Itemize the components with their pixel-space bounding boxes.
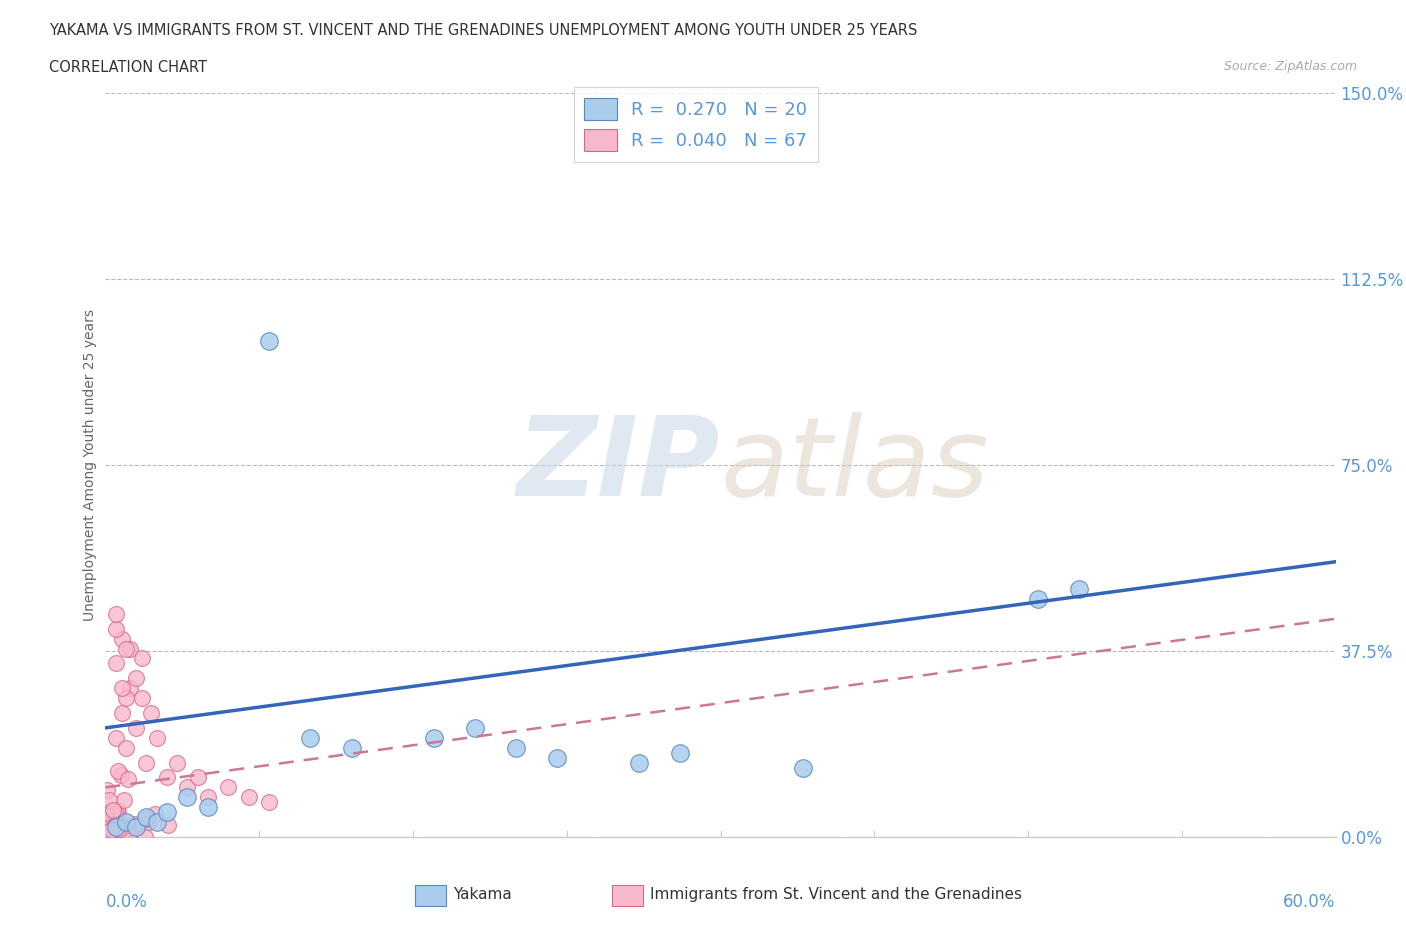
Point xyxy=(166,755,188,770)
Point xyxy=(103,810,125,825)
Point xyxy=(197,790,219,804)
Point xyxy=(125,819,148,834)
Point xyxy=(340,740,363,755)
Point xyxy=(98,829,121,844)
Point xyxy=(96,817,118,832)
Point xyxy=(197,800,219,815)
Point xyxy=(104,606,127,621)
Point xyxy=(101,822,124,837)
Point xyxy=(110,768,132,783)
Point xyxy=(668,745,690,760)
Point xyxy=(118,827,141,842)
Point xyxy=(100,822,122,837)
Point xyxy=(1069,581,1091,596)
Point xyxy=(111,631,134,646)
Point xyxy=(107,822,129,837)
Point xyxy=(299,730,322,745)
Point xyxy=(104,817,127,831)
Point xyxy=(120,821,142,836)
Point xyxy=(134,830,156,844)
Point xyxy=(134,812,156,827)
Point xyxy=(125,671,148,685)
Point xyxy=(115,820,138,835)
Point xyxy=(145,730,167,745)
Point xyxy=(104,808,127,823)
Point xyxy=(115,641,138,656)
Text: Immigrants from St. Vincent and the Grenadines: Immigrants from St. Vincent and the Gren… xyxy=(650,887,1022,902)
Point xyxy=(105,819,128,834)
Point xyxy=(117,772,139,787)
Point xyxy=(97,824,120,839)
Point xyxy=(125,721,148,736)
Point xyxy=(218,780,240,795)
Point xyxy=(259,795,281,810)
Point xyxy=(546,751,568,765)
Point xyxy=(105,817,128,832)
Point xyxy=(104,730,127,745)
Text: 0.0%: 0.0% xyxy=(105,893,148,910)
Point xyxy=(112,792,135,807)
Text: CORRELATION CHART: CORRELATION CHART xyxy=(49,60,207,75)
Text: 60.0%: 60.0% xyxy=(1284,893,1336,910)
Point xyxy=(259,334,281,349)
Point xyxy=(135,755,157,770)
Point xyxy=(94,806,117,821)
Point xyxy=(111,706,134,721)
Point xyxy=(100,826,122,841)
Point xyxy=(120,681,141,696)
Point xyxy=(104,656,127,671)
Point xyxy=(176,790,198,804)
Point xyxy=(187,770,209,785)
Point xyxy=(112,818,135,833)
Point xyxy=(111,681,134,696)
Text: Source: ZipAtlas.com: Source: ZipAtlas.com xyxy=(1223,60,1357,73)
Point xyxy=(792,760,814,775)
Text: atlas: atlas xyxy=(721,411,990,519)
Point xyxy=(104,805,127,820)
Point xyxy=(1028,591,1050,606)
Point xyxy=(464,721,486,736)
Point xyxy=(98,793,121,808)
Point xyxy=(104,819,127,834)
Point xyxy=(131,691,153,706)
Point xyxy=(627,755,650,770)
Point xyxy=(107,763,129,777)
Point xyxy=(105,803,128,817)
Point xyxy=(156,770,179,785)
Point xyxy=(138,815,160,830)
Point xyxy=(98,828,121,843)
Point xyxy=(96,815,118,830)
Point xyxy=(120,641,141,656)
Point xyxy=(143,806,166,821)
Point xyxy=(115,815,138,830)
Point xyxy=(238,790,260,804)
Point xyxy=(139,706,162,721)
Point xyxy=(121,818,143,833)
Point xyxy=(108,822,131,837)
Text: YAKAMA VS IMMIGRANTS FROM ST. VINCENT AND THE GRENADINES UNEMPLOYMENT AMONG YOUT: YAKAMA VS IMMIGRANTS FROM ST. VINCENT AN… xyxy=(49,23,918,38)
Point xyxy=(422,730,444,745)
Point xyxy=(135,810,157,825)
Text: Yakama: Yakama xyxy=(453,887,512,902)
Point xyxy=(156,804,179,819)
Point xyxy=(104,621,127,636)
Point xyxy=(107,804,129,819)
Point xyxy=(96,782,118,797)
Point xyxy=(124,817,146,831)
Point xyxy=(101,803,124,817)
Point xyxy=(105,827,128,842)
Text: ZIP: ZIP xyxy=(517,411,721,519)
Point xyxy=(505,740,527,755)
Point xyxy=(157,817,180,832)
Point xyxy=(115,691,138,706)
Point xyxy=(100,819,122,834)
Y-axis label: Unemployment Among Youth under 25 years: Unemployment Among Youth under 25 years xyxy=(83,309,97,621)
Point xyxy=(131,651,153,666)
Point xyxy=(145,815,167,830)
Point xyxy=(115,740,138,755)
Legend: R =  0.270   N = 20, R =  0.040   N = 67: R = 0.270 N = 20, R = 0.040 N = 67 xyxy=(574,87,818,162)
Point xyxy=(100,821,122,836)
Point xyxy=(176,780,198,795)
